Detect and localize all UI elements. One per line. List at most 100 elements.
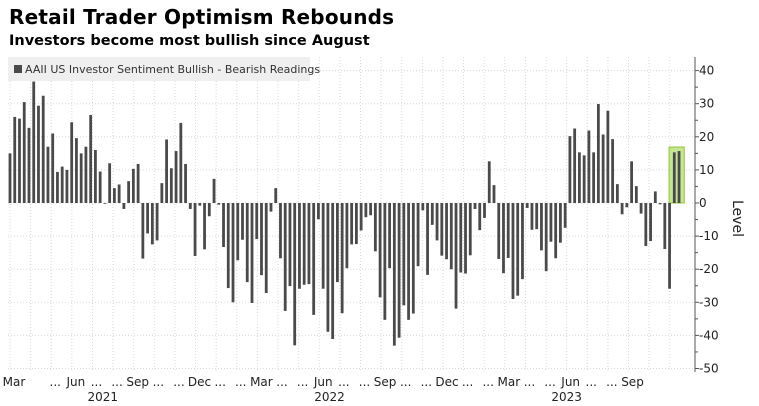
- bar: [578, 152, 581, 203]
- y-tick-label: -40: [699, 328, 719, 342]
- bar: [397, 203, 401, 338]
- bar: [653, 191, 657, 203]
- bar: [554, 203, 558, 259]
- bar: [416, 203, 420, 267]
- bar: [141, 203, 145, 259]
- bar: [549, 203, 553, 242]
- bar: [122, 203, 126, 209]
- bar: [592, 152, 596, 203]
- bar: [203, 203, 206, 250]
- x-year-label: 2021: [88, 390, 119, 404]
- bar: [544, 203, 548, 272]
- bar: [260, 203, 263, 276]
- bar: [454, 203, 458, 309]
- bar: [160, 183, 164, 203]
- bar: [468, 203, 472, 256]
- bar: [155, 203, 159, 241]
- bar: [188, 203, 192, 209]
- bar: [521, 203, 524, 280]
- bar: [112, 188, 116, 203]
- bar: [540, 203, 543, 251]
- bar: [354, 203, 358, 245]
- bar: [625, 203, 629, 208]
- bar: [326, 203, 330, 332]
- bar: [615, 184, 619, 203]
- bar: [18, 118, 21, 203]
- x-tick-label: ...: [400, 375, 411, 389]
- bar: [525, 203, 529, 208]
- bar: [672, 152, 676, 203]
- y-tick-label: -30: [699, 295, 719, 309]
- x-tick-label: ...: [338, 375, 349, 389]
- bar: [559, 203, 562, 243]
- x-tick-label: Mar: [3, 375, 26, 389]
- bar: [84, 146, 88, 203]
- legend: AAII US Investor Sentiment Bullish - Bea…: [8, 57, 320, 81]
- bar: [193, 203, 197, 256]
- bar: [179, 122, 183, 203]
- bar: [620, 203, 624, 215]
- bar: [184, 163, 187, 203]
- x-tick-label: Jun: [65, 375, 85, 389]
- bar: [245, 203, 249, 283]
- bar: [146, 203, 150, 234]
- bar: [634, 186, 638, 203]
- x-tick-label: ...: [524, 375, 535, 389]
- x-tick-label: Jun: [313, 375, 333, 389]
- bar: [46, 146, 50, 203]
- x-tick-label: Dec: [188, 375, 211, 389]
- bar: [13, 116, 17, 203]
- bar: [388, 203, 391, 269]
- x-year-label: 2022: [314, 390, 345, 404]
- x-tick-label: ...: [606, 375, 617, 389]
- legend-swatch: [14, 65, 22, 73]
- bar: [392, 203, 396, 346]
- bar: [587, 130, 591, 203]
- bar: [174, 151, 178, 203]
- bars: [8, 81, 681, 346]
- y-tick-label: 10: [699, 163, 714, 177]
- bar: [464, 203, 467, 274]
- bar: [222, 203, 225, 248]
- bar: [649, 203, 652, 242]
- x-axis: Mar... Jun...... Sep...... Dec...... Mar....…: [3, 375, 644, 404]
- chart-title: Retail Trader Optimism Rebounds: [9, 5, 395, 29]
- bar: [60, 166, 64, 203]
- bar: [435, 203, 439, 241]
- bar: [117, 184, 121, 203]
- y-tick-label: -20: [699, 262, 719, 276]
- bar: [136, 163, 140, 203]
- legend-label: AAII US Investor Sentiment Bullish - Bea…: [25, 63, 320, 76]
- bar: [65, 169, 69, 203]
- x-tick-label: ...: [111, 375, 122, 389]
- bar: [345, 203, 349, 269]
- bar: [359, 203, 363, 231]
- highlight-box: [668, 146, 685, 204]
- x-tick-label: ...: [214, 375, 225, 389]
- bar: [440, 203, 444, 256]
- bar: [198, 203, 202, 206]
- x-tick-label: ...: [544, 375, 555, 389]
- bar: [108, 163, 112, 203]
- x-tick-label: ...: [153, 375, 164, 389]
- y-axis-label: Level: [729, 200, 745, 237]
- bar: [336, 203, 339, 283]
- bar: [37, 105, 40, 203]
- bar: [317, 203, 320, 220]
- bar: [41, 95, 45, 203]
- bar: [56, 171, 59, 203]
- x-tick-label: ...: [276, 375, 287, 389]
- bar: [487, 161, 491, 203]
- bar: [264, 203, 268, 294]
- bar: [483, 203, 486, 218]
- bar: [127, 181, 131, 203]
- bar: [411, 203, 415, 314]
- bar: [677, 151, 681, 203]
- bar: [70, 122, 74, 203]
- bar: [94, 150, 97, 203]
- bar: [165, 139, 168, 203]
- bar: [75, 138, 78, 203]
- bar: [331, 203, 335, 340]
- bar: [217, 203, 221, 205]
